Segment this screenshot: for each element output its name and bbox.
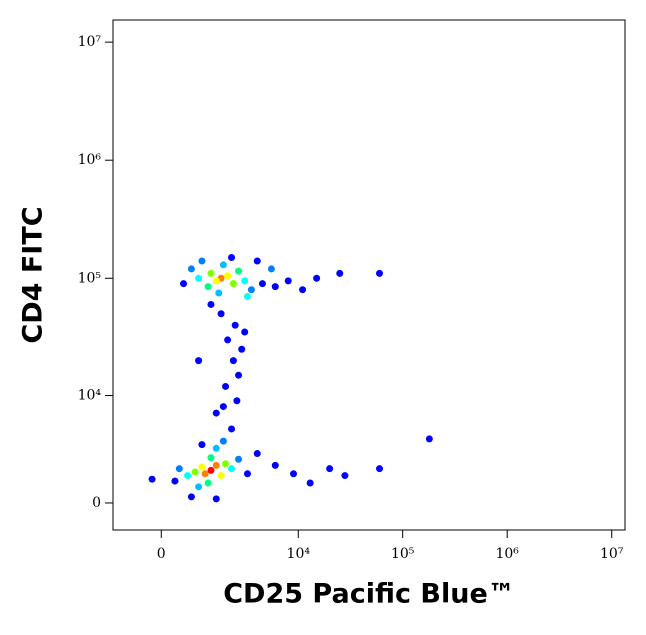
event-dot (267, 265, 275, 273)
event-dot (235, 455, 243, 463)
event-dot (253, 450, 261, 458)
event-dot (243, 470, 251, 478)
event-dot (195, 274, 203, 282)
event-dot (375, 269, 383, 277)
event-dot (195, 483, 203, 491)
event-dot (241, 328, 249, 336)
event-dot (175, 465, 183, 473)
event-dot (228, 465, 236, 473)
event-dot (228, 425, 236, 433)
event-dot (191, 468, 199, 476)
event-dot (198, 441, 206, 449)
event-dot (299, 286, 307, 294)
x-tick-label: 10⁷ (600, 546, 624, 562)
event-dot (207, 466, 215, 474)
event-dot (341, 472, 349, 480)
x-tick-label: 10⁴ (287, 546, 311, 562)
event-dot (284, 277, 292, 285)
event-dot (219, 261, 227, 269)
y-tick-label: 10⁷ (78, 34, 102, 50)
event-dot (148, 475, 156, 483)
event-dot (326, 465, 334, 473)
event-dot (184, 472, 192, 480)
event-dot (207, 300, 215, 308)
event-dot (247, 286, 255, 294)
event-dot (375, 465, 383, 473)
y-tick-label: 10⁶ (78, 152, 102, 168)
event-dot (224, 272, 232, 280)
event-dot (313, 274, 321, 282)
event-dot (212, 444, 220, 452)
event-dot (207, 269, 215, 277)
x-axis-label: CD25 Pacific Blue™ (223, 579, 515, 610)
event-dot (198, 257, 206, 265)
event-dot (207, 454, 215, 462)
event-dot (231, 321, 239, 329)
event-dot (235, 371, 243, 379)
x-tick-label: 10⁵ (391, 546, 415, 562)
event-dot (204, 283, 212, 291)
event-dot (425, 435, 433, 443)
event-dot (224, 336, 232, 344)
event-dot (187, 493, 195, 501)
event-dot (229, 280, 237, 288)
event-dot (217, 472, 225, 480)
event-dot (271, 283, 279, 291)
y-tick-label: 10⁵ (78, 270, 102, 286)
x-tick-label: 0 (157, 546, 166, 562)
event-dot (219, 403, 227, 411)
event-dot (241, 277, 249, 285)
event-dot (171, 477, 179, 485)
x-tick-label: 10⁶ (495, 546, 519, 562)
event-dot (271, 461, 279, 469)
event-dot (258, 280, 266, 288)
event-dot (290, 470, 298, 478)
event-dot (229, 357, 237, 365)
event-dot (212, 495, 220, 503)
event-dot (217, 310, 225, 318)
event-dot (228, 253, 236, 261)
event-dot (243, 293, 251, 301)
event-dot (253, 257, 261, 265)
event-dot (198, 463, 206, 471)
y-axis-label: CD4 FITC (18, 206, 49, 343)
event-dot (204, 479, 212, 487)
event-dot (180, 280, 188, 288)
event-dot (238, 345, 246, 353)
plot-frame (112, 19, 626, 531)
event-dot (201, 470, 209, 478)
event-dot (306, 479, 314, 487)
event-dot (222, 382, 230, 390)
event-dot (233, 397, 241, 405)
event-dot (336, 269, 344, 277)
event-dot (212, 409, 220, 417)
event-dot (195, 357, 203, 365)
event-dot (219, 437, 227, 445)
y-tick-label: 10⁴ (78, 388, 102, 404)
event-dot (235, 267, 243, 275)
event-dot (222, 460, 230, 468)
event-dot (212, 461, 220, 469)
event-dot (212, 277, 220, 285)
event-dot (187, 265, 195, 273)
y-tick-label: 0 (92, 495, 101, 511)
event-dot (215, 289, 223, 297)
